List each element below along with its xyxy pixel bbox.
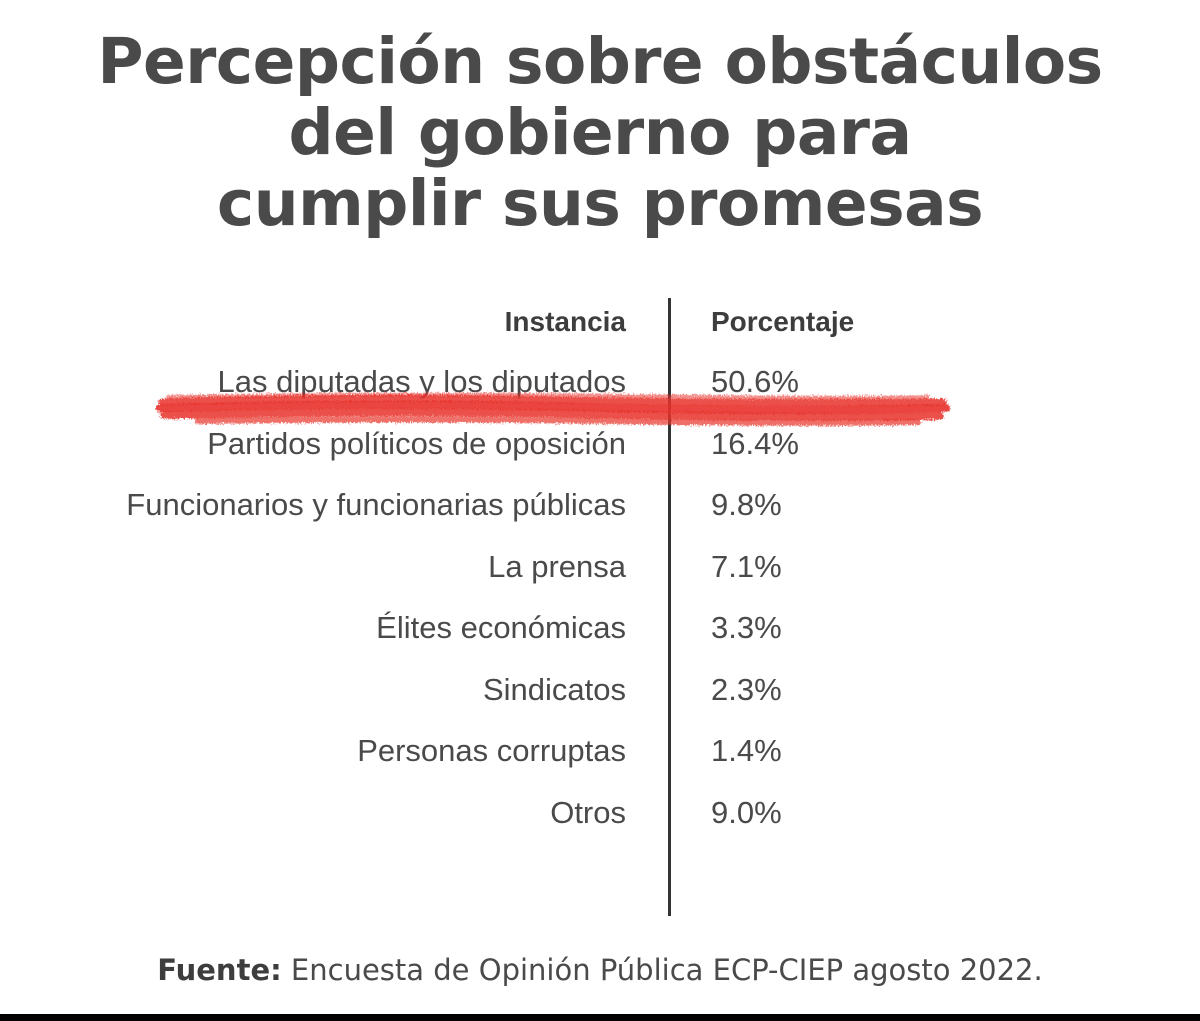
column-header-instancia: Instancia — [504, 306, 626, 337]
chart-title: Percepción sobre obstáculos del gobierno… — [0, 26, 1200, 239]
row-value: 2.3% — [711, 672, 782, 707]
scribble-stroke — [160, 408, 944, 421]
row-value: 50.6% — [711, 364, 799, 399]
column-divider — [668, 298, 671, 916]
row-value: 9.8% — [711, 487, 782, 522]
source-footer: Fuente: Encuesta de Opinión Pública ECP-… — [0, 950, 1200, 990]
title-line-1: Percepción sobre obstáculos — [97, 25, 1103, 98]
bottom-bar — [0, 1014, 1200, 1021]
row-value: 1.4% — [711, 733, 782, 768]
row-value: 16.4% — [711, 426, 799, 461]
source-label: Fuente: — [157, 953, 282, 987]
row-label: Personas corruptas — [357, 733, 626, 768]
scribble-stroke — [166, 392, 930, 400]
row-label: Funcionarios y funcionarias públicas — [126, 487, 626, 522]
row-label: Partidos políticos de oposición — [207, 426, 626, 461]
scribble-stroke — [156, 400, 950, 414]
source-text: Encuesta de Opinión Pública ECP-CIEP ago… — [281, 953, 1043, 987]
title-line-3: cumplir sus promesas — [216, 167, 984, 240]
scribble-stroke — [195, 416, 921, 426]
scribble-stroke — [158, 394, 947, 407]
row-value: 3.3% — [711, 610, 782, 645]
title-line-2: del gobierno para — [288, 96, 912, 169]
row-label: Élites económicas — [376, 610, 626, 645]
row-value: 9.0% — [711, 795, 782, 830]
row-label: La prensa — [488, 549, 626, 584]
row-label: Otros — [550, 795, 626, 830]
column-header-porcentaje: Porcentaje — [711, 306, 855, 337]
row-value: 7.1% — [711, 549, 782, 584]
row-label: Sindicatos — [482, 672, 626, 707]
highlight-scribble — [156, 392, 950, 426]
